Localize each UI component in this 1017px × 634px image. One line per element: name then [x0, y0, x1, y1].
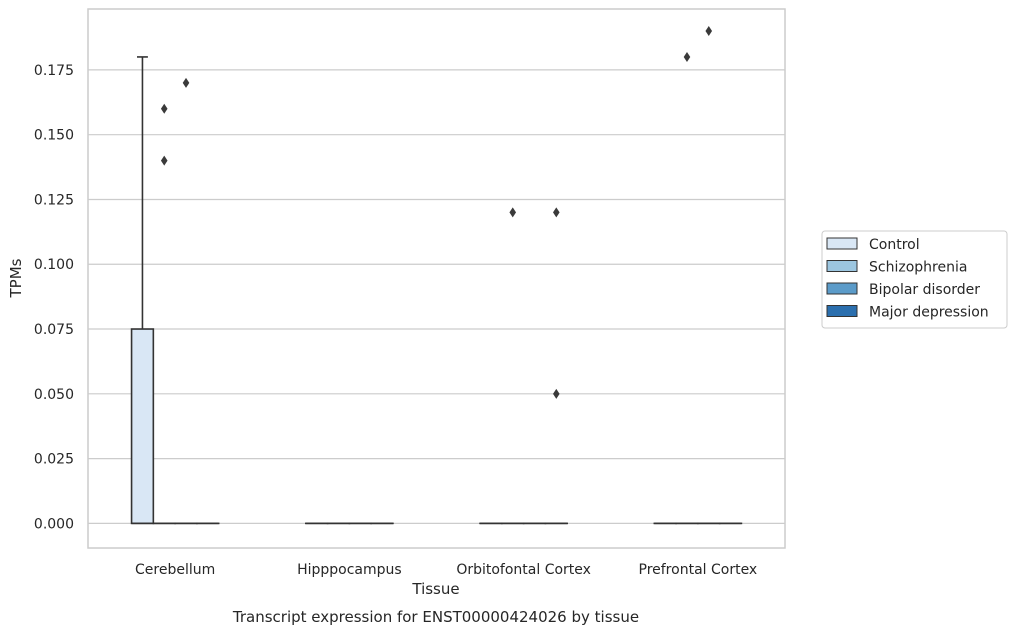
plot-area-frame [87, 8, 786, 549]
outlier-point [182, 77, 190, 88]
y-tick-label: 0.175 [34, 63, 74, 79]
legend-label: Bipolar disorder [869, 282, 980, 298]
outlier-point [160, 155, 168, 166]
outlier-point [160, 103, 168, 114]
y-tick-label: 0.125 [34, 192, 74, 208]
outlier-points [160, 26, 713, 399]
y-tick-label: 0.075 [34, 322, 74, 338]
legend-label: Control [869, 237, 920, 253]
legend: Control Schizophrenia Bipolar disorder Majo… [821, 230, 1008, 329]
x-tick-label: Cerebellum [135, 562, 215, 578]
y-axis-label: TPMs [7, 258, 25, 298]
box-control [130, 328, 155, 525]
outlier-point [705, 26, 713, 37]
x-tick-label: Hipppocampus [297, 562, 402, 578]
legend-swatch [826, 282, 858, 295]
outlier-point [552, 388, 560, 399]
y-tick-labels: 0.000 0.025 0.050 0.075 0.100 0.125 0.150 0.175 [34, 63, 74, 532]
legend-label: Schizophrenia [869, 260, 967, 276]
x-tick-label: Prefrontal Cortex [639, 562, 758, 578]
legend-swatch [826, 237, 858, 250]
figure-caption: Transcript expression for ENST0000042402… [232, 608, 639, 626]
legend-swatch [826, 260, 858, 272]
legend-swatch [826, 305, 858, 317]
y-tick-label: 0.150 [34, 128, 74, 144]
y-tick-label: 0.050 [34, 387, 74, 403]
legend-frame [821, 230, 1008, 329]
y-tick-label: 0.000 [34, 516, 74, 532]
x-axis-label: Tissue [411, 580, 459, 598]
x-tick-label: Orbitofontal Cortex [456, 562, 591, 578]
grid-lines [88, 69, 785, 524]
outlier-point [683, 51, 691, 62]
outlier-point [552, 207, 560, 218]
box-groups [130, 56, 743, 525]
outlier-point [509, 207, 517, 218]
x-tick-labels: Cerebellum Hipppocampus Orbitofontal Corte… [135, 562, 757, 578]
legend-label: Major depression [869, 305, 989, 321]
y-tick-label: 0.100 [34, 257, 74, 273]
y-tick-label: 0.025 [34, 452, 74, 468]
